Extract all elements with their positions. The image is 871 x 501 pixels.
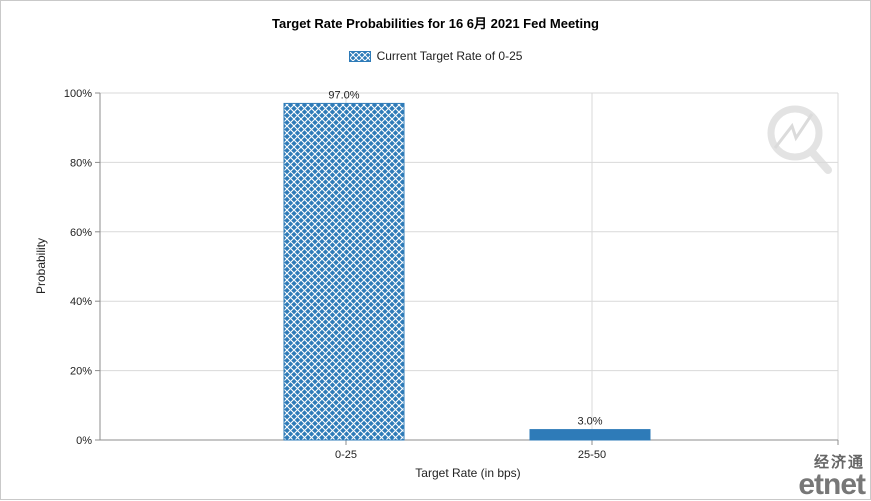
x-tick-label: 0-25 (335, 449, 357, 461)
bar-0-25 (283, 102, 405, 441)
bar-25-50 (529, 429, 651, 441)
y-axis-label: Probability (34, 238, 48, 294)
data-label: 97.0% (328, 89, 359, 101)
watermark-cn-text: 经济通 (813, 453, 865, 471)
legend-label: Current Target Rate of 0-25 (376, 49, 523, 63)
bars (283, 102, 651, 441)
x-axis-label: Target Rate (in bps) (415, 466, 520, 480)
labels: 0% 20% 40% 60% 80% 100% 97.0% 0-25 3.0% 25-50 (64, 88, 606, 461)
legend-swatch (348, 50, 371, 62)
data-label: 3.0% (577, 416, 602, 428)
x-tick-label: 25-50 (578, 449, 606, 461)
magnifier-watermark-icon (767, 105, 832, 174)
watermark-logo: etnet (798, 468, 866, 501)
y-tick-label: 100% (64, 88, 92, 100)
gridlines (100, 92, 839, 441)
y-tick-label: 80% (70, 157, 92, 169)
y-tick-label: 20% (70, 366, 92, 378)
chart-title: Target Rate Probabilities for 16 6月 2021… (271, 16, 600, 31)
legend: Current Target Rate of 0-25 (0, 49, 871, 63)
y-tick-label: 0% (76, 435, 92, 447)
y-tick-label: 60% (70, 227, 92, 239)
axes (95, 92, 839, 445)
etnet-watermark: 经济通 etnet (798, 451, 866, 501)
y-tick-label: 40% (70, 296, 92, 308)
